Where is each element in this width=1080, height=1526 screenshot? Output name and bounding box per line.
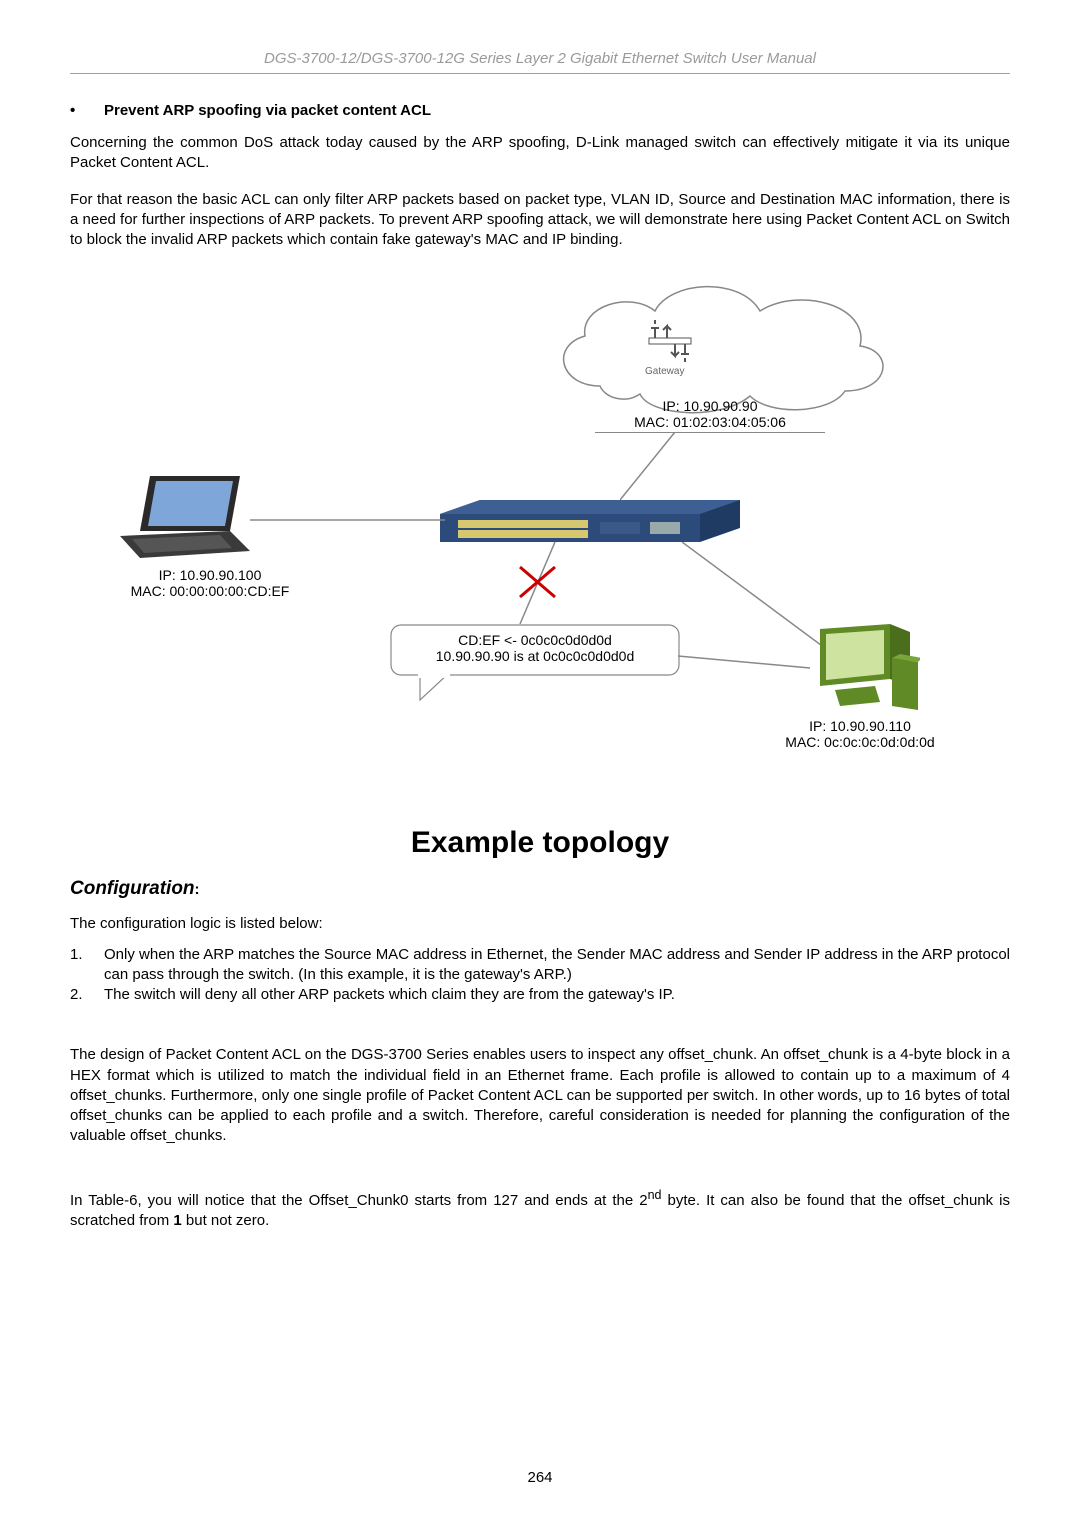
link-laptop-switch xyxy=(250,514,445,526)
link-gw-switch xyxy=(620,432,720,502)
step-1-text: Only when the ARP matches the Source MAC… xyxy=(104,945,1010,986)
paragraph-2: For that reason the basic ACL can only f… xyxy=(70,190,1010,251)
page-header: DGS-3700-12/DGS-3700-12G Series Layer 2 … xyxy=(70,50,1010,73)
config-heading-text: Configuration xyxy=(70,878,195,899)
bullet-dot: • xyxy=(70,102,104,119)
p4-bold: 1 xyxy=(173,1212,181,1229)
speech-l2: 10.90.90.90 is at 0c0c0c0d0d0d xyxy=(436,648,635,664)
pc-info: IP: 10.90.90.110 MAC: 0c:0c:0c:0d:0d:0d xyxy=(750,718,970,750)
bullet-row: • Prevent ARP spoofing via packet conten… xyxy=(70,102,1010,119)
gateway-icon xyxy=(645,316,695,366)
step-2: 2. The switch will deny all other ARP pa… xyxy=(70,985,1010,1005)
link-bubble-pc xyxy=(678,654,813,674)
topology-diagram: Gateway IP: 10.90.90.90 MAC: 01:02:03:04… xyxy=(70,266,1010,786)
speech-text: CD:EF <- 0c0c0c0d0d0d 10.90.90.90 is at … xyxy=(390,632,680,664)
laptop-mac: MAC: 00:00:00:00:CD:EF xyxy=(131,583,290,599)
link-switch-bubble xyxy=(515,542,575,630)
config-heading: Configuration: xyxy=(70,878,1010,900)
switch-icon xyxy=(440,500,740,542)
pc-mac: MAC: 0c:0c:0c:0d:0d:0d xyxy=(785,734,934,750)
step-1-num: 1. xyxy=(70,945,104,986)
gateway-mac: MAC: 01:02:03:04:05:06 xyxy=(634,414,786,430)
gateway-label: Gateway xyxy=(645,366,684,377)
bullet-heading: Prevent ARP spoofing via packet content … xyxy=(104,102,431,119)
config-intro: The configuration logic is listed below: xyxy=(70,914,1010,934)
paragraph-3: The design of Packet Content ACL on the … xyxy=(70,1045,1010,1146)
pc-icon xyxy=(810,624,920,714)
laptop-icon xyxy=(120,476,250,566)
laptop-info: IP: 10.90.90.100 MAC: 00:00:00:00:CD:EF xyxy=(110,567,310,599)
laptop-ip: IP: 10.90.90.100 xyxy=(159,567,262,583)
header-rule xyxy=(70,73,1010,74)
paragraph-1: Concerning the common DoS attack today c… xyxy=(70,133,1010,174)
paragraph-4: In Table-6, you will notice that the Off… xyxy=(70,1187,1010,1232)
step-1: 1. Only when the ARP matches the Source … xyxy=(70,945,1010,986)
page-number: 264 xyxy=(0,1469,1080,1486)
speech-l1: CD:EF <- 0c0c0c0d0d0d xyxy=(458,632,612,648)
p4-pre: In Table-6, you will notice that the Off… xyxy=(70,1192,648,1209)
steps-list: 1. Only when the ARP matches the Source … xyxy=(70,945,1010,1006)
p4-post: but not zero. xyxy=(182,1212,270,1229)
p4-sup: nd xyxy=(648,1188,662,1202)
step-2-text: The switch will deny all other ARP packe… xyxy=(104,985,1010,1005)
gateway-ip: IP: 10.90.90.90 xyxy=(663,398,758,414)
gateway-info: IP: 10.90.90.90 MAC: 01:02:03:04:05:06 xyxy=(610,398,810,433)
example-title: Example topology xyxy=(70,826,1010,860)
step-2-num: 2. xyxy=(70,985,104,1005)
pc-ip: IP: 10.90.90.110 xyxy=(809,718,911,734)
